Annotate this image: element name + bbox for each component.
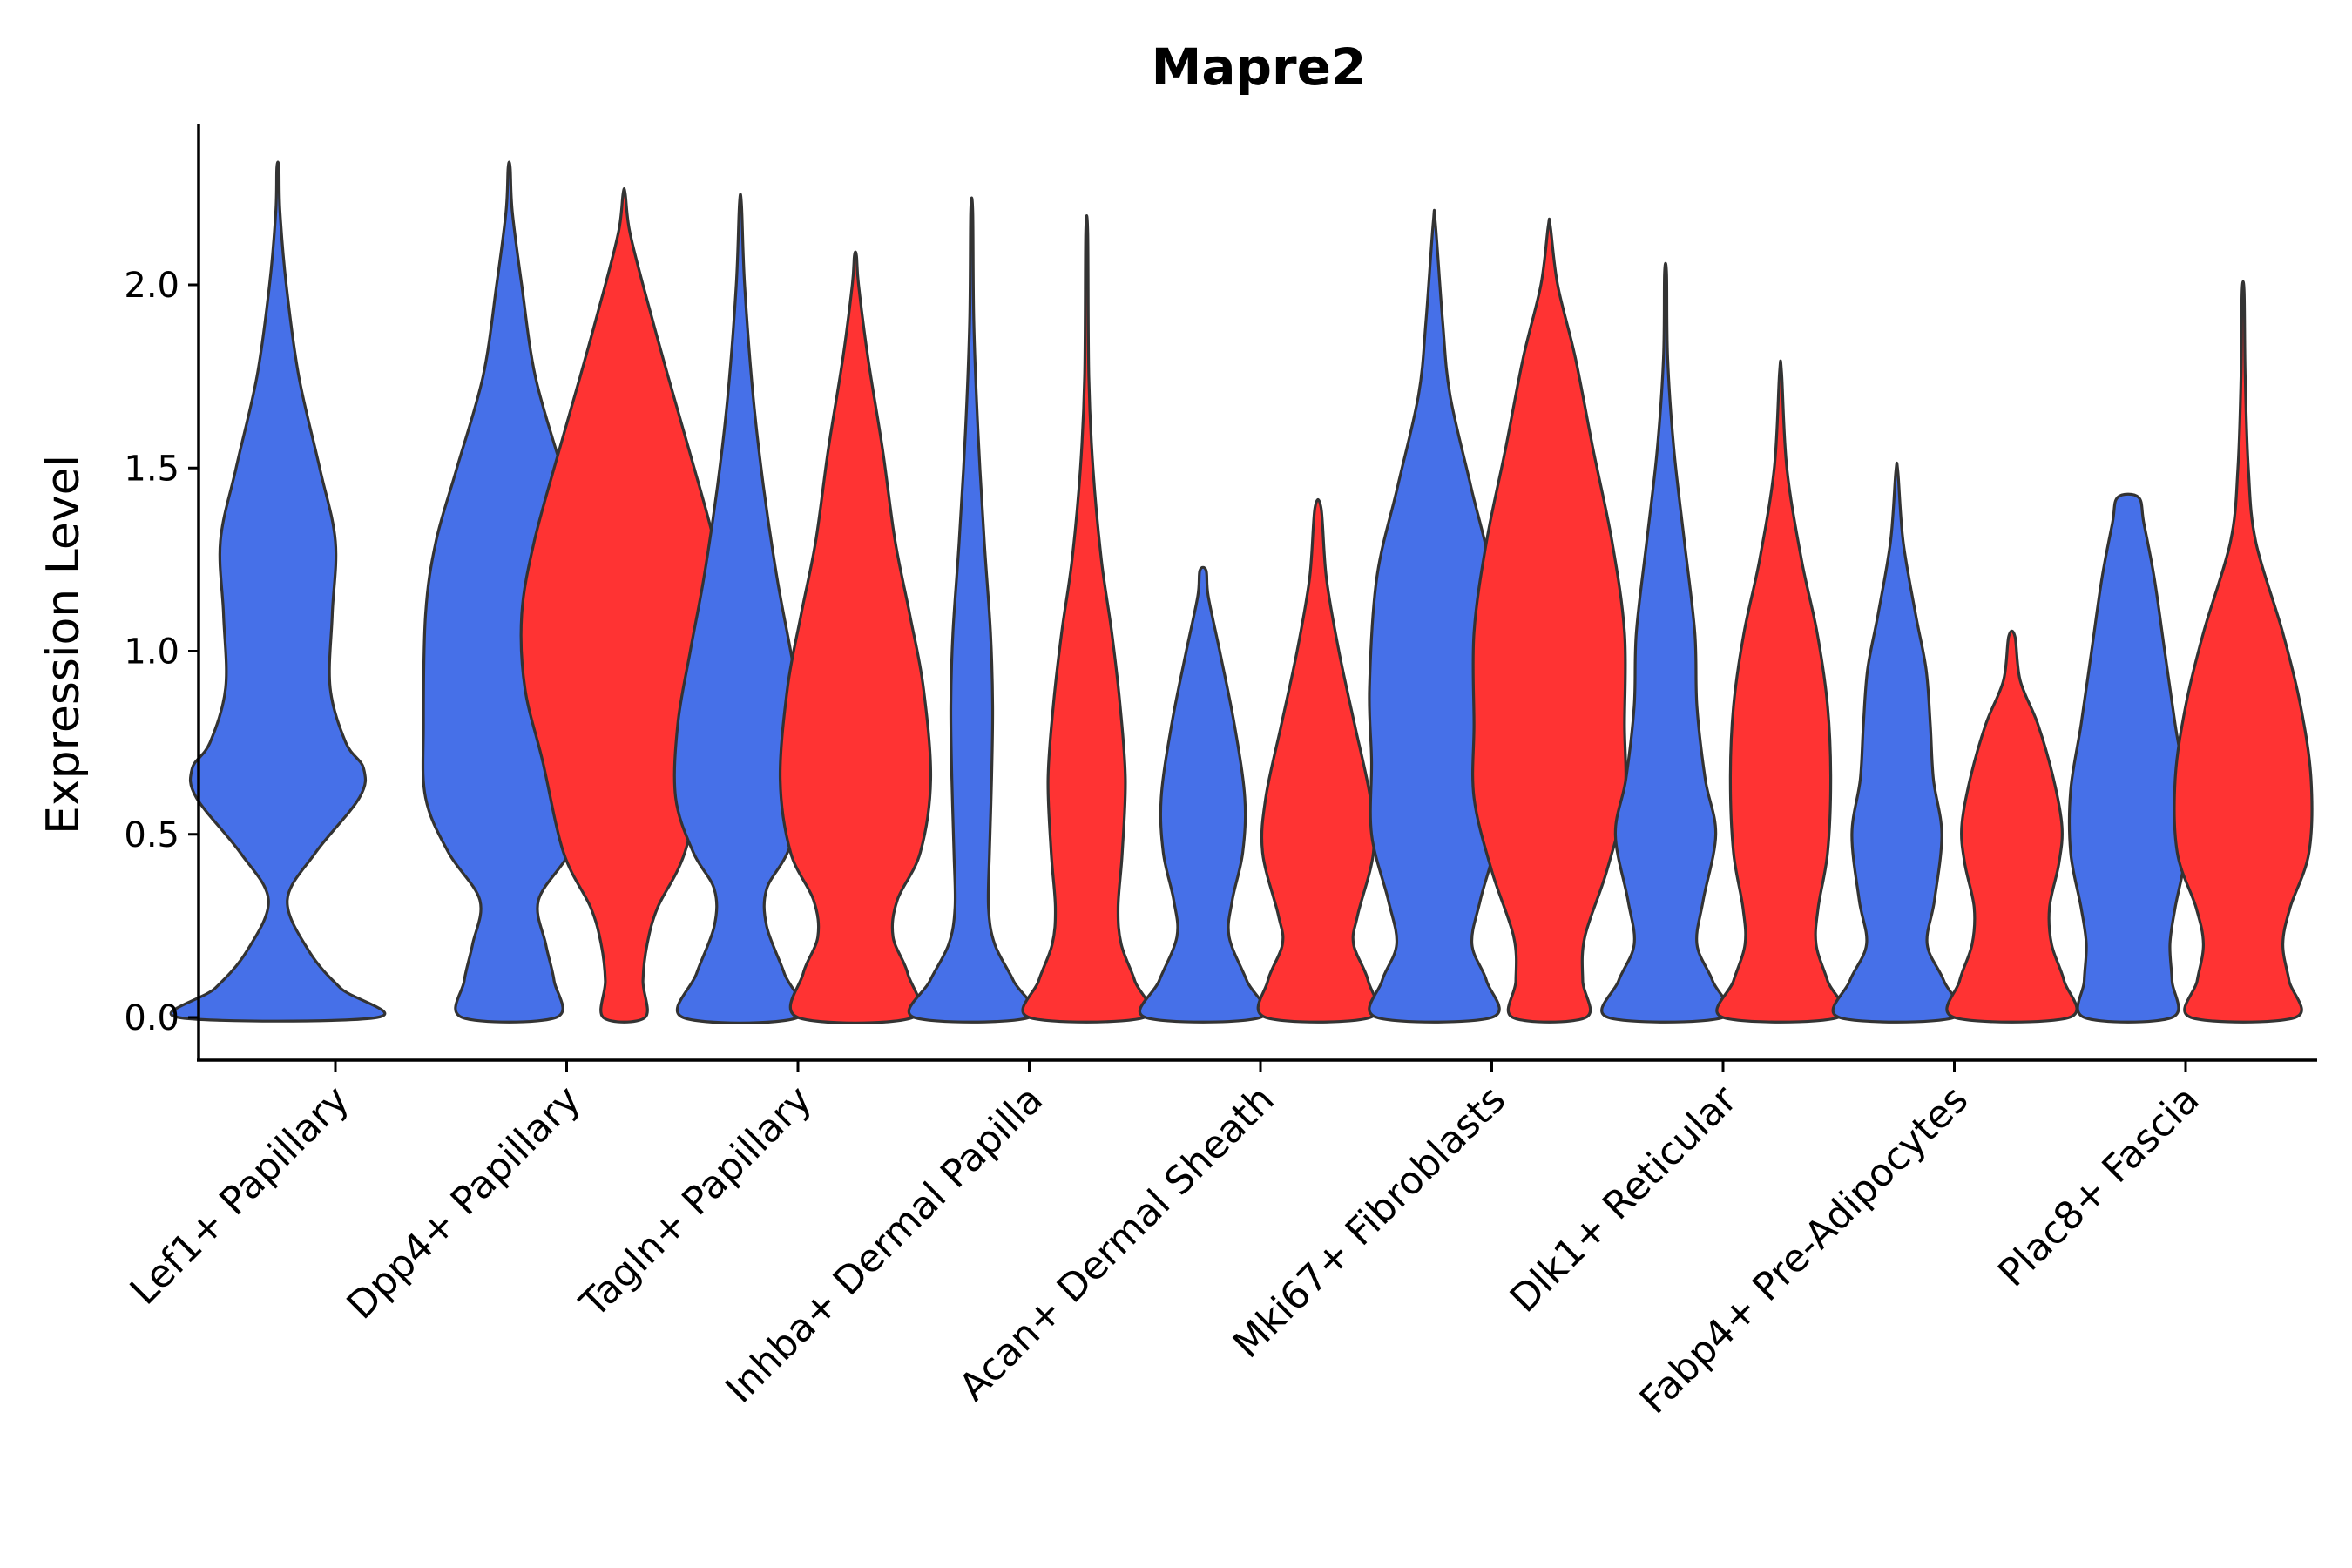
y-tick-label: 0.5 — [124, 815, 179, 855]
y-axis-label: Expression Level — [37, 455, 90, 835]
x-tick-label: Dlk1+ Reticular — [1502, 1077, 1747, 1321]
violin-fabp4-pre-adipocytes-series-0 — [1831, 461, 1963, 1024]
violin-acan-dermal-sheath-series-0 — [1138, 565, 1268, 1024]
y-tick-label: 2.0 — [124, 266, 179, 306]
violin-plac8-fascia-series-0 — [2067, 492, 2189, 1024]
violin-plac8-fascia-series-1 — [2173, 280, 2314, 1024]
x-tick-label: Dpp4+ Papillary — [339, 1078, 590, 1328]
violin-dpp4-papillary-series-1 — [519, 187, 729, 1024]
violin-acan-dermal-sheath-series-1 — [1256, 497, 1380, 1024]
violins-group — [169, 160, 2314, 1024]
violin-tagln-papillary-series-1 — [778, 250, 933, 1024]
y-axis-ticks: 0.0 0.5 1.0 1.5 2.0 — [124, 266, 199, 1038]
y-tick-label: 0.0 — [124, 998, 179, 1038]
x-tick-label: Plac8+ Fascia — [1990, 1078, 2208, 1296]
violin-inhba-dermal-papilla-series-1 — [1021, 214, 1152, 1024]
violin-dlk1-reticular-series-0 — [1600, 261, 1731, 1024]
chart-title: Mapre2 — [1152, 37, 1367, 97]
y-tick-label: 1.5 — [124, 449, 179, 489]
violin-inhba-dermal-papilla-series-0 — [907, 196, 1037, 1024]
x-tick-label: Tagln+ Papillary — [571, 1078, 821, 1327]
y-tick-label: 1.0 — [124, 632, 179, 672]
violin-fabp4-pre-adipocytes-series-1 — [1945, 629, 2078, 1024]
violin-mki67-fibroblasts-series-1 — [1471, 217, 1627, 1024]
violin-lef1-papillary-series-0 — [169, 160, 387, 1023]
x-tick-label: Lef1+ Papillary — [122, 1078, 358, 1314]
violin-dlk1-reticular-series-1 — [1715, 359, 1846, 1024]
